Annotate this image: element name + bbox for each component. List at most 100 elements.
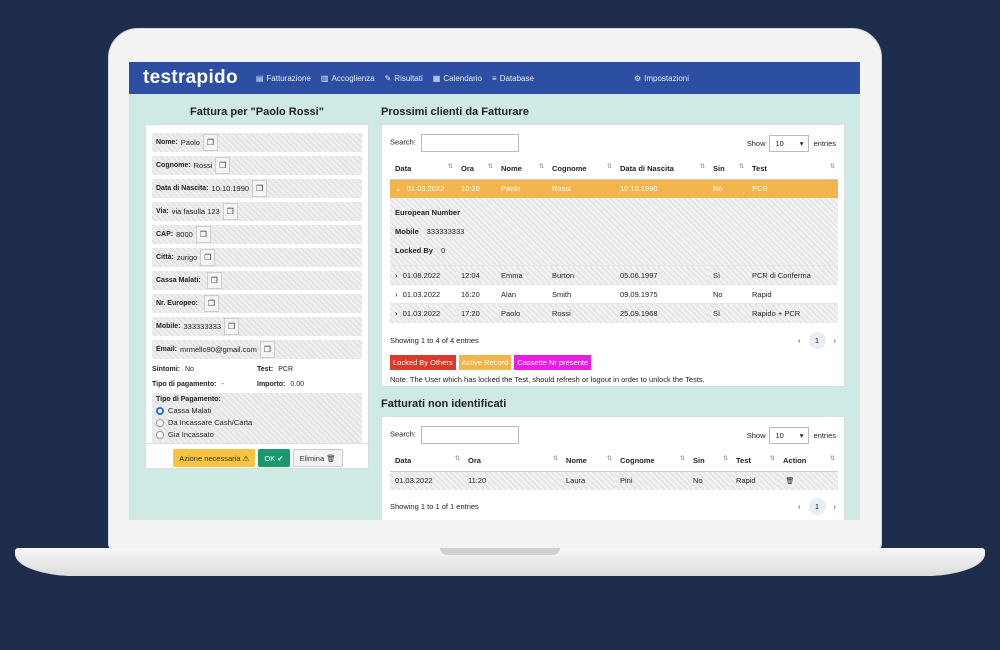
- col-test[interactable]: Test ⇅: [731, 451, 778, 472]
- table-cell: › 01.08.2022: [390, 265, 456, 285]
- radio-label: Da Incassare Cash/Carta: [168, 418, 253, 427]
- legend-active-badge: Active Record: [458, 354, 512, 370]
- status-legend: Locked By Others Active Record Cassette …: [382, 354, 844, 370]
- nav-label: Impostazioni: [644, 73, 690, 83]
- detail-label: Mobile: [395, 227, 419, 236]
- entries-label: entries: [813, 430, 836, 440]
- copy-icon[interactable]: ❐: [195, 226, 211, 243]
- sort-icon: ⇅: [552, 456, 558, 462]
- upcoming-card: Search: Show 10 ▾ entries Data ⇅ Ora ⇅ Nome ⇅ …: [381, 124, 845, 387]
- radio-icon[interactable]: [156, 430, 164, 439]
- col-cognome[interactable]: Cognome ⇅: [547, 159, 615, 180]
- table-cell: Rapid: [731, 470, 778, 490]
- copy-icon[interactable]: ❐: [215, 157, 231, 174]
- copy-icon[interactable]: ❐: [200, 249, 216, 266]
- chevron-right-icon[interactable]: ›: [833, 335, 837, 345]
- azione-necessaria-button[interactable]: Azione necessaria ⚠: [173, 449, 256, 467]
- table-row[interactable]: › 01.03.2022 17:20 Paolo Rossi 25.09.1968…: [390, 303, 838, 323]
- invoice-title: Fattura per "Paolo Rossi": [190, 106, 324, 118]
- field-label: CAP:: [156, 231, 174, 238]
- copy-icon[interactable]: ❐: [202, 134, 218, 151]
- chevron-down-icon: ▾: [799, 138, 804, 148]
- table-cell: Paolo: [496, 303, 547, 323]
- sort-icon: ⇅: [606, 164, 612, 170]
- elimina-button[interactable]: Elimina 🗑: [292, 449, 343, 467]
- tipo-label: Tipo di pagamento:: [152, 380, 217, 388]
- col-data[interactable]: Data ⇅: [390, 451, 463, 472]
- col-label: Sin: [713, 164, 725, 174]
- col-label: Ora: [461, 164, 474, 174]
- table-row-active[interactable]: ⌄ 01.03.2022 10:20 Paolo Rossi 10.10.1990…: [390, 178, 838, 198]
- page-button[interactable]: 1: [808, 498, 826, 515]
- search-label: Search:: [390, 137, 416, 147]
- table-row[interactable]: 01.03.2022 11:20 Laura Pini No Rapid 🗑: [390, 470, 838, 490]
- ok-button[interactable]: OK ✔: [258, 449, 290, 467]
- col-data[interactable]: Data ⇅: [390, 159, 456, 180]
- copy-icon[interactable]: ❐: [206, 272, 222, 289]
- table-row[interactable]: › 01.08.2022 12:04 Emma Burton 05.06.1997…: [390, 265, 838, 285]
- col-sin[interactable]: Sin ⇅: [708, 159, 747, 180]
- search-input[interactable]: [420, 134, 519, 152]
- entries-info: Showing 1 to 4 of 4 entries: [390, 335, 479, 345]
- entries-select[interactable]: 10 ▾: [769, 134, 810, 152]
- field-mobile: Mobile: 333333333 ❐: [152, 317, 362, 336]
- detail-value: 0: [440, 246, 446, 255]
- chevron-right-icon[interactable]: ›: [395, 270, 398, 280]
- radio-icon[interactable]: [156, 418, 164, 427]
- col-action[interactable]: Action ⇅: [778, 451, 838, 472]
- col-label: Sin: [693, 456, 705, 466]
- radio-checked-icon[interactable]: [156, 406, 164, 415]
- test-label: Test:: [257, 365, 274, 373]
- nav-risultati[interactable]: ✎ Risultati: [385, 74, 423, 83]
- page-button[interactable]: 1: [808, 331, 826, 349]
- invoice-card: Nome: Paolo ❐ Cognome: Rossi ❐ Data di Nasci…: [145, 124, 370, 469]
- sort-icon: ⇅: [769, 456, 775, 462]
- col-label: Cognome: [552, 164, 587, 174]
- sort-icon: ⇅: [699, 164, 705, 170]
- col-test[interactable]: Test ⇅: [747, 159, 838, 180]
- col-ora[interactable]: Ora ⇅: [456, 159, 496, 180]
- col-cognome[interactable]: Cognome ⇅: [615, 451, 688, 472]
- chevron-left-icon[interactable]: ‹: [798, 335, 801, 345]
- field-value: 8000: [176, 230, 193, 239]
- copy-icon[interactable]: ❐: [252, 180, 268, 197]
- nav-impostazioni[interactable]: ⚙ Impostazioni: [634, 74, 689, 83]
- table-cell: Smith: [547, 284, 615, 304]
- entries-label: entries: [813, 138, 836, 148]
- chevron-right-icon[interactable]: ›: [395, 308, 398, 318]
- table-row[interactable]: › 01.03.2022 16:20 Alan Smith 09.09.1975 …: [390, 284, 838, 304]
- field-value: mrmello90@gmail.com: [180, 345, 257, 354]
- copy-icon[interactable]: ❐: [224, 318, 240, 335]
- chevron-left-icon[interactable]: ‹: [798, 502, 801, 511]
- entries-select[interactable]: 10 ▾: [769, 426, 810, 444]
- chevron-down-icon[interactable]: ⌄: [395, 184, 402, 194]
- radio-da-incassare[interactable]: Da Incassare Cash/Carta: [156, 418, 358, 427]
- col-data-nascita[interactable]: Data di Nascita ⇅: [615, 159, 708, 180]
- col-nome[interactable]: Nome ⇅: [496, 159, 547, 180]
- check-circle-icon: ✔: [277, 453, 284, 463]
- copy-icon[interactable]: ❐: [259, 341, 275, 358]
- radio-gia-incassato[interactable]: Gia Incassato: [156, 430, 358, 439]
- lock-note: Note: The User which has locked the Test…: [390, 374, 705, 384]
- col-nome[interactable]: Nome ⇅: [561, 451, 615, 472]
- table-cell: 11:20: [463, 470, 561, 490]
- nav-accoglienza[interactable]: ▥ Accoglienza: [321, 74, 375, 83]
- chevron-right-icon[interactable]: ›: [833, 502, 837, 511]
- field-label: Città:: [156, 254, 174, 261]
- search-input[interactable]: [420, 426, 519, 444]
- radio-cassa-malati[interactable]: Cassa Malati: [156, 406, 358, 415]
- nav-calendario[interactable]: ▦ Calendario: [433, 74, 482, 83]
- brand-logo[interactable]: testrapido: [143, 67, 238, 88]
- file-icon: ▤: [255, 73, 264, 83]
- payment-type-box: Tipo di Pagamento: Cassa Malati Da Incas…: [152, 393, 362, 443]
- col-sin[interactable]: Sin ⇅: [688, 451, 731, 472]
- nav-database[interactable]: ≡ Database: [492, 74, 534, 83]
- trash-icon[interactable]: 🗑: [783, 473, 797, 488]
- copy-icon[interactable]: ❐: [222, 203, 238, 220]
- cell-text: 01.03.2022: [402, 308, 441, 318]
- nav-fatturazione[interactable]: ▤ Fatturazione: [256, 74, 311, 83]
- col-ora[interactable]: Ora ⇅: [463, 451, 561, 472]
- chevron-right-icon[interactable]: ›: [395, 289, 398, 299]
- sort-icon: ⇅: [487, 164, 493, 170]
- copy-icon[interactable]: ❐: [204, 295, 220, 312]
